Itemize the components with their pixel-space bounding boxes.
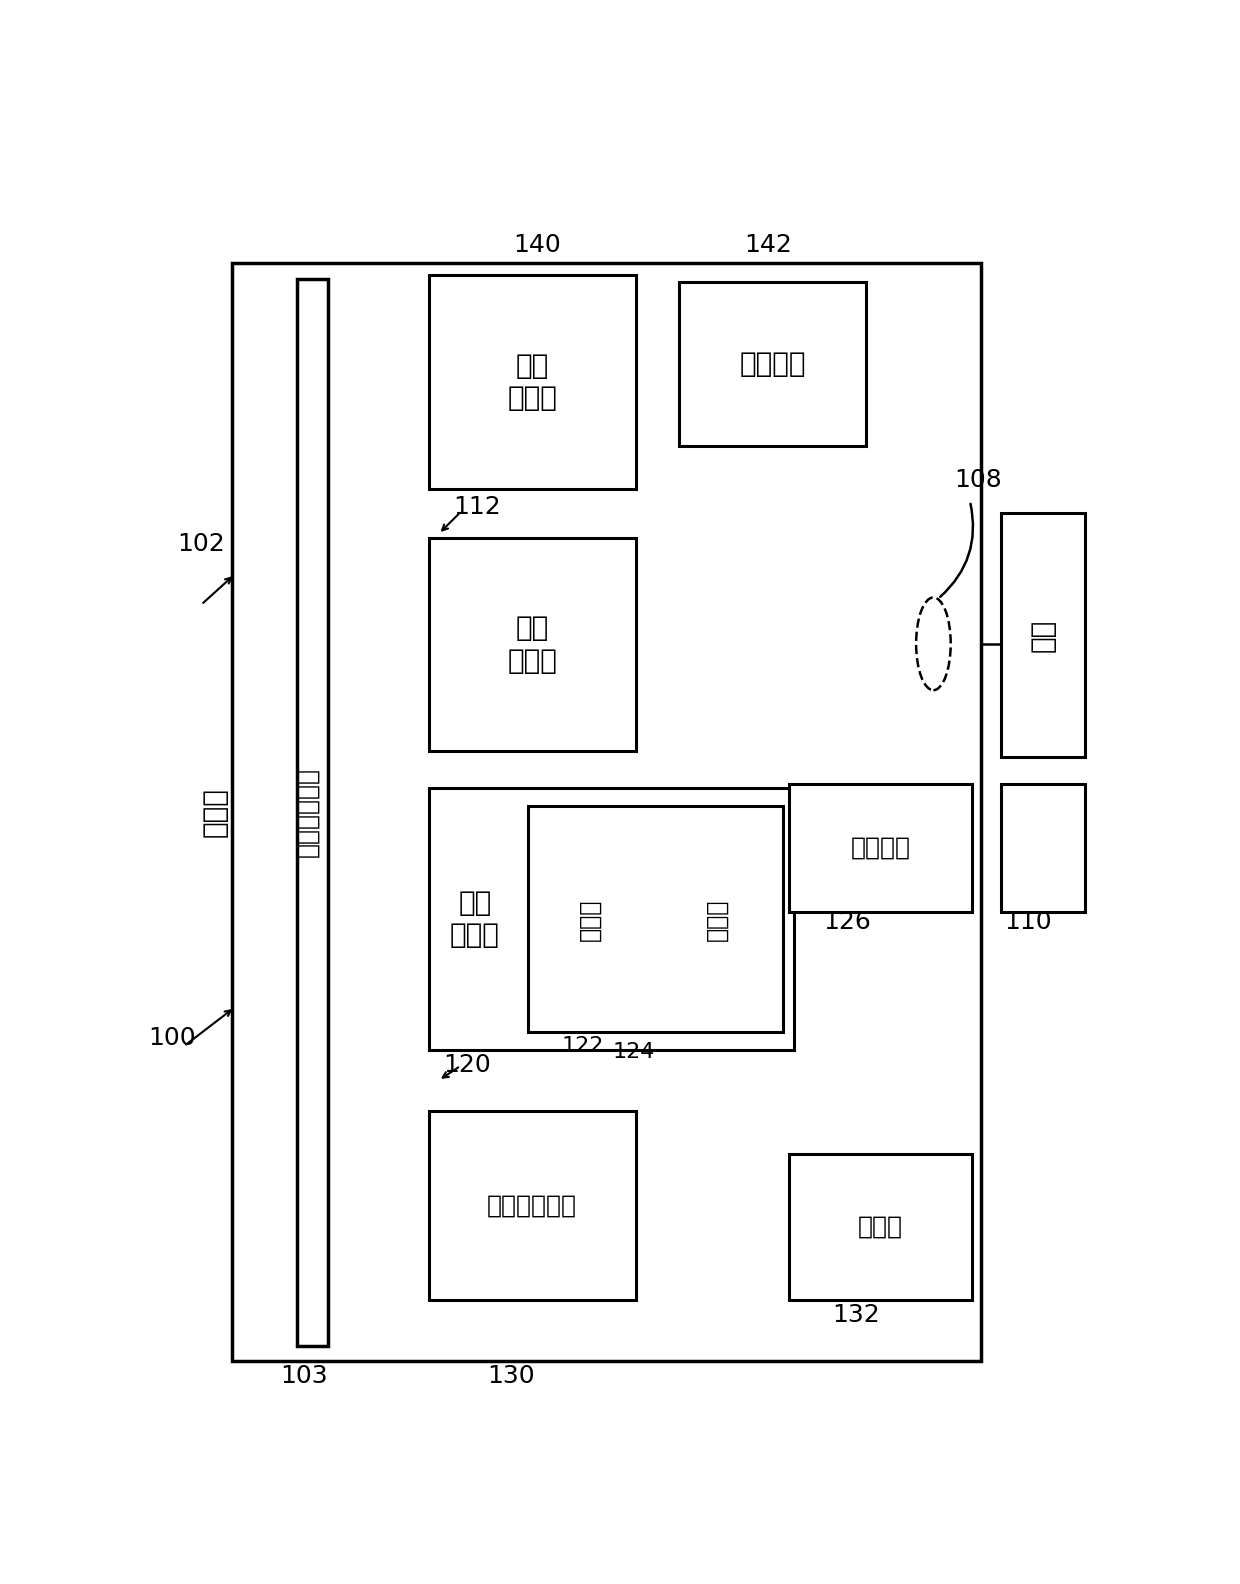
Text: 控制台: 控制台 — [201, 787, 228, 836]
Bar — [789, 1153, 972, 1300]
Text: 流体导管: 流体导管 — [851, 836, 910, 860]
Text: 132: 132 — [832, 1302, 880, 1327]
Text: 122: 122 — [562, 1036, 604, 1057]
Bar — [429, 537, 635, 751]
Text: 103: 103 — [280, 1364, 327, 1388]
Text: 器械
子系统: 器械 子系统 — [507, 615, 557, 675]
Text: 灌洗泵: 灌洗泵 — [704, 898, 728, 941]
Text: 脚踏板: 脚踏板 — [858, 1215, 903, 1239]
Bar — [678, 282, 866, 447]
Bar — [429, 276, 635, 489]
Text: 102: 102 — [177, 532, 224, 556]
Text: 100: 100 — [149, 1026, 196, 1050]
Text: 126: 126 — [823, 909, 870, 935]
Bar — [232, 263, 982, 1361]
Text: 108: 108 — [955, 469, 1002, 493]
Text: 脚踏板子系统: 脚踏板子系统 — [487, 1193, 577, 1218]
Text: 控制
子系统: 控制 子系统 — [507, 352, 557, 412]
Bar — [298, 279, 327, 1346]
Text: 110: 110 — [1003, 909, 1052, 935]
Text: 流控
子系统: 流控 子系统 — [450, 889, 500, 949]
Text: 器械: 器械 — [1029, 619, 1056, 653]
Text: 120: 120 — [444, 1053, 491, 1077]
Text: 通信模块: 通信模块 — [739, 350, 806, 379]
Bar — [429, 787, 794, 1050]
Text: 142: 142 — [744, 233, 792, 257]
Text: 124: 124 — [613, 1042, 655, 1063]
Bar — [528, 806, 782, 1031]
Bar — [429, 1110, 635, 1300]
Text: 130: 130 — [487, 1364, 534, 1388]
Text: 计算机子系统: 计算机子系统 — [296, 767, 320, 857]
Text: 140: 140 — [513, 233, 562, 257]
Bar — [789, 784, 972, 912]
Bar — [1001, 784, 1085, 912]
Text: 112: 112 — [453, 496, 501, 520]
Bar — [1001, 513, 1085, 757]
Text: 真空泵: 真空泵 — [578, 898, 601, 941]
